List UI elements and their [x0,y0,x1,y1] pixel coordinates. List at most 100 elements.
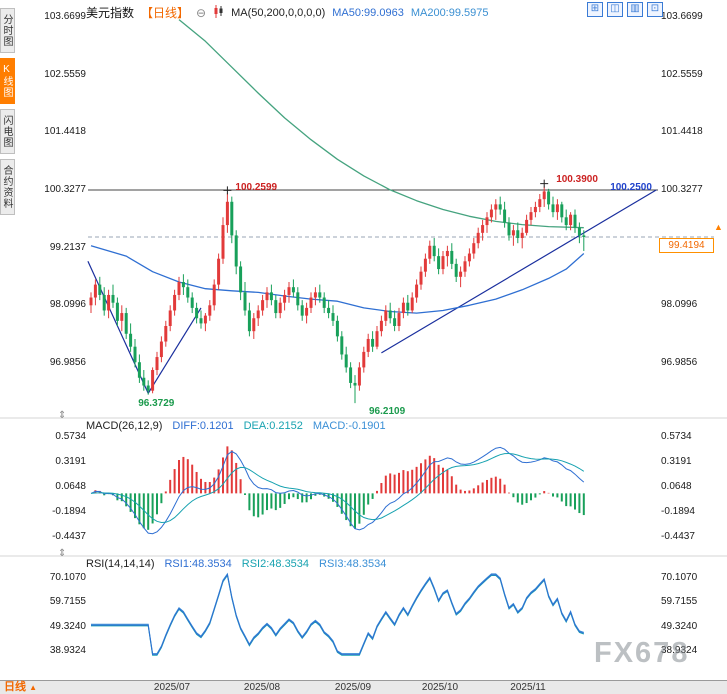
candle-body [230,201,234,236]
candle-body [212,284,216,306]
candle-body [269,292,273,301]
candlestick-icon [213,4,224,21]
candle-body [151,369,155,391]
time-axis-bar: 日线 ▲ 2025/07 2025/08 2025/09 2025/10 2025/11 [0,680,727,694]
candle-body [252,318,256,332]
chart-header: 美元指数 【日线】 ⊖ MA(50,200,0,0,0,0) MA50:99.09… [86,4,489,21]
candle-body [423,258,427,272]
candle-body [305,307,309,316]
candle-body [393,318,397,327]
ma200-line [178,19,584,229]
candle-body [177,282,181,295]
candle-body [313,292,317,298]
candle-body [296,292,300,306]
candle-body [203,315,207,324]
candle-body [498,204,502,210]
time-axis-month-label: 2025/11 [510,682,546,693]
candle-body [168,310,172,327]
candle-body [463,261,467,272]
candle-body [283,294,287,303]
candle-body [256,310,260,319]
collapse-icon[interactable]: ⊖ [196,5,207,20]
candle-body [516,230,520,239]
candle-body [195,307,199,319]
candle-body [164,326,168,342]
candle-body [507,222,511,236]
candle-body [547,191,551,205]
trendline-2[interactable] [147,307,202,394]
candle-body [98,284,102,295]
ma50-line [90,245,585,314]
candle-body [265,292,269,301]
candle-body [388,310,392,319]
current-price-badge: 99.4194 [659,238,714,253]
candle-body [102,294,106,311]
candle-body [287,287,291,295]
candle-body [401,302,405,314]
pane-resize-handle-macd[interactable]: ⇕ [58,410,67,421]
candle-body [445,250,449,257]
candle-body [503,209,507,223]
candle-body [243,292,247,311]
macd-hist-value: MACD:-0.1901 [312,420,386,432]
candle-body [511,230,515,236]
candle-body [569,214,573,226]
candle-body [529,212,533,220]
candle-body [353,382,357,386]
sidebar-tab-active-chart[interactable]: K线图 [0,58,15,104]
candle-body [239,266,243,293]
sidebar-tab-chart[interactable]: 合约资料 [0,159,15,215]
candle-body [225,201,229,226]
candle-body [309,297,313,308]
sidebar-tab-chart[interactable]: 闪电图 [0,109,15,154]
list-panel-icon[interactable]: ▥ [627,2,643,17]
candle-body [419,271,423,285]
candle-body [278,302,282,314]
candle-body [291,287,295,293]
candle-body [577,227,581,236]
split-panel-icon[interactable]: ◫ [607,2,623,17]
grid-layout-icon[interactable]: ⊞ [587,2,603,17]
rsi1-value: RSI1:48.3534 [164,558,232,570]
candle-body [564,217,568,226]
candle-body [555,204,559,213]
candle-body [472,243,476,254]
candle-body [344,354,348,368]
candle-body [221,225,225,259]
trendline-3[interactable] [381,189,657,354]
candle-body [322,297,326,308]
ma-settings-label: MA(50,200,0,0,0,0) [231,6,326,19]
sidebar-tab-chart[interactable]: 分时图 [0,8,15,53]
period-selector[interactable]: 日线 ▲ [4,681,37,693]
period-tag[interactable]: 【日线】 [141,6,190,20]
candle-body [450,250,454,264]
macd-title: MACD(26,12,9) [86,420,163,432]
candle-body [107,294,111,311]
candle-body [181,282,185,288]
candle-body [481,225,485,233]
candle-body [93,284,97,298]
candle-body [428,245,432,259]
pane-resize-handle-rsi[interactable]: ⇕ [58,548,67,559]
candle-body [247,310,251,332]
candle-body [485,217,489,226]
candle-body [159,341,163,358]
candle-body [542,191,546,200]
rsi2-value: RSI2:48.3534 [241,558,310,570]
candle-body [133,346,137,363]
period-dropdown-arrow-icon: ▲ [29,683,37,692]
candle-body [186,287,190,298]
rsi-indicator-header: RSI(14,14,14) RSI1:48.3534 RSI2:48.3534 … [86,558,386,570]
rsi2-line [91,574,584,656]
candle-body [300,305,304,316]
candle-body [274,300,278,314]
candle-body [89,297,93,306]
candle-body [375,331,379,347]
candle-body [124,313,128,334]
candle-body [318,292,322,298]
candle-body [467,253,471,262]
rsi1-line [91,573,584,655]
candle-body [432,245,436,257]
expand-panel-icon[interactable]: ⊡ [647,2,663,17]
